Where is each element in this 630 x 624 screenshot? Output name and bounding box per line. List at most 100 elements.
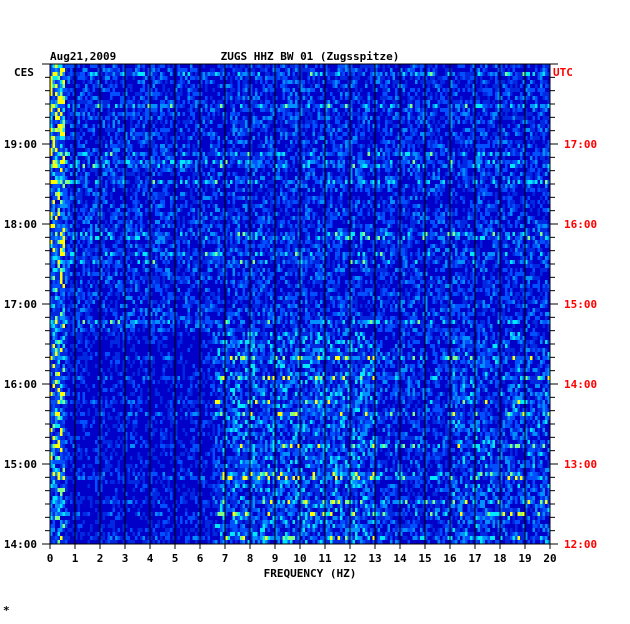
spectrogram-cell [427, 208, 430, 212]
spectrogram-cell [545, 160, 548, 164]
spectrogram-cell [285, 152, 288, 156]
spectrogram-cell [432, 116, 435, 120]
spectrogram-cell [450, 220, 453, 224]
spectrogram-cell [530, 176, 533, 180]
spectrogram-cell [500, 136, 503, 140]
spectrogram-cell [137, 232, 140, 236]
spectrogram-cell [390, 120, 393, 124]
spectrogram-cell [267, 144, 270, 148]
spectrogram-cell [257, 220, 260, 224]
spectrogram-cell [332, 72, 335, 76]
spectrogram-cell [502, 140, 505, 144]
spectrogram-cell [175, 92, 178, 96]
spectrogram-cell [395, 92, 398, 96]
spectrogram-cell [460, 196, 463, 200]
spectrogram-cell [537, 128, 540, 132]
spectrogram-cell [165, 156, 168, 160]
spectrogram-cell [152, 124, 155, 128]
spectrogram-cell [132, 100, 135, 104]
spectrogram-cell [477, 104, 480, 108]
spectrogram-cell [307, 124, 310, 128]
spectrogram-cell [467, 116, 470, 120]
spectrogram-cell [547, 208, 550, 212]
spectrogram-cell [340, 196, 343, 200]
spectrogram-cell [52, 84, 55, 88]
spectrogram-cell [352, 216, 355, 220]
spectrogram-cell [137, 184, 140, 188]
spectrogram-cell [60, 148, 63, 152]
spectrogram-cell [340, 116, 343, 120]
spectrogram-cell [325, 188, 328, 192]
spectrogram-cell [350, 152, 353, 156]
spectrogram-cell [147, 72, 150, 76]
spectrogram-cell [357, 168, 360, 172]
spectrogram-cell [162, 104, 165, 108]
spectrogram-cell [157, 212, 160, 216]
spectrogram-cell [80, 208, 83, 212]
spectrogram-cell [292, 76, 295, 80]
spectrogram-cell [395, 104, 398, 108]
spectrogram-cell [245, 156, 248, 160]
spectrogram-cell [197, 140, 200, 144]
spectrogram-cell [220, 212, 223, 216]
spectrogram-cell [422, 112, 425, 116]
spectrogram-cell [55, 164, 58, 168]
spectrogram-cell [527, 220, 530, 224]
spectrogram-cell [327, 80, 330, 84]
spectrogram-cell [235, 148, 238, 152]
spectrogram-cell [497, 124, 500, 128]
spectrogram-cell [147, 112, 150, 116]
spectrogram-cell [222, 164, 225, 168]
spectrogram-cell [307, 160, 310, 164]
spectrogram-cell [240, 128, 243, 132]
spectrogram-cell [352, 112, 355, 116]
spectrogram-cell [177, 112, 180, 116]
spectrogram-cell [222, 148, 225, 152]
spectrogram-cell [450, 68, 453, 72]
spectrogram-cell [105, 68, 108, 72]
spectrogram-cell [500, 216, 503, 220]
spectrogram-cell [52, 124, 55, 128]
spectrogram-cell [142, 96, 145, 100]
spectrogram-cell [395, 124, 398, 128]
spectrogram-cell [270, 148, 273, 152]
spectrogram-cell [492, 204, 495, 208]
spectrogram-cell [490, 116, 493, 120]
spectrogram-cell [417, 168, 420, 172]
spectrogram-cell [432, 232, 435, 236]
spectrogram-cell [107, 232, 110, 236]
spectrogram-cell [380, 72, 383, 76]
spectrogram-cell [75, 108, 78, 112]
spectrogram-cell [430, 96, 433, 100]
spectrogram-cell [310, 224, 313, 228]
spectrogram-cell [445, 208, 448, 212]
spectrogram-cell [387, 148, 390, 152]
spectrogram-cell [62, 208, 65, 212]
spectrogram-cell [237, 120, 240, 124]
spectrogram-cell [402, 172, 405, 176]
spectrogram-cell [167, 216, 170, 220]
spectrogram-cell [425, 100, 428, 104]
spectrogram-cell [295, 140, 298, 144]
spectrogram-cell [167, 108, 170, 112]
spectrogram-cell [310, 208, 313, 212]
spectrogram-cell [52, 104, 55, 108]
spectrogram-cell [545, 68, 548, 72]
spectrogram-cell [545, 232, 548, 236]
spectrogram-cell [487, 104, 490, 108]
spectrogram-cell [382, 216, 385, 220]
spectrogram-cell [247, 76, 250, 80]
spectrogram-cell [380, 232, 383, 236]
spectrogram-cell [530, 168, 533, 172]
spectrogram-cell [245, 92, 248, 96]
spectrogram-cell [290, 188, 293, 192]
spectrogram-cell [122, 112, 125, 116]
spectrogram-cell [440, 92, 443, 96]
spectrogram-cell [125, 172, 128, 176]
spectrogram-cell [100, 116, 103, 120]
spectrogram-cell [150, 196, 153, 200]
spectrogram-cell [52, 112, 55, 116]
spectrogram-cell [95, 160, 98, 164]
spectrogram-cell [405, 216, 408, 220]
spectrogram-cell [160, 152, 163, 156]
